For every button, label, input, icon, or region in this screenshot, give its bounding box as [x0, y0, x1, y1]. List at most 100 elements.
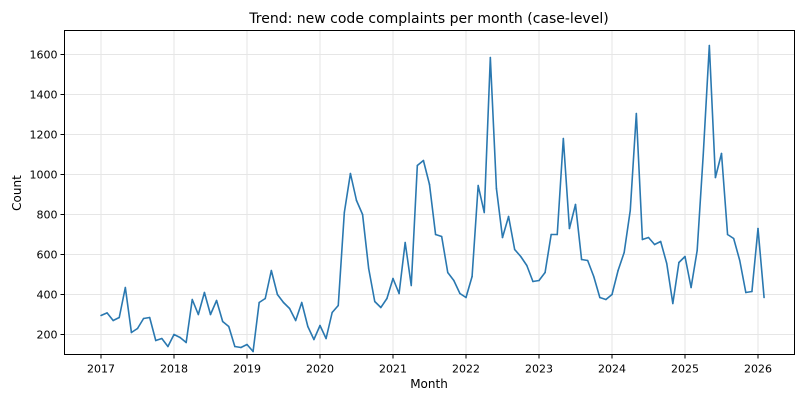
data-point — [373, 300, 376, 303]
data-point — [386, 297, 388, 300]
x-axis: 2017 2018 2019 2020 2021 2022 2023 2024 2025 2026 — [87, 354, 772, 376]
data-point — [209, 313, 212, 316]
data-point — [398, 292, 400, 295]
data-point — [647, 236, 650, 239]
data-point — [246, 343, 248, 346]
series-line — [100, 44, 765, 353]
data-point — [154, 339, 157, 342]
x-tick-label: 2026 — [744, 363, 772, 376]
data-point — [605, 298, 607, 301]
data-point — [471, 275, 473, 278]
data-point — [623, 251, 625, 254]
data-point — [307, 325, 309, 328]
x-tick-label: 2018 — [160, 363, 188, 376]
y-tick-label: 800 — [37, 209, 58, 222]
data-point — [422, 159, 425, 162]
data-point — [501, 236, 504, 239]
data-point — [197, 313, 200, 316]
data-point — [653, 243, 656, 246]
data-point — [392, 277, 394, 280]
data-point — [112, 319, 114, 322]
data-point — [465, 296, 467, 299]
data-point — [751, 290, 753, 293]
data-point — [252, 350, 254, 353]
data-point — [580, 258, 583, 261]
y-tick-label: 1400 — [30, 89, 58, 102]
data-point — [507, 215, 510, 218]
data-point — [483, 211, 486, 214]
x-tick-label: 2024 — [598, 363, 626, 376]
data-point — [696, 249, 698, 252]
data-point — [361, 213, 364, 216]
data-point — [702, 153, 705, 156]
data-point — [191, 298, 194, 301]
data-point — [757, 227, 759, 230]
data-point — [167, 345, 169, 348]
data-point — [574, 203, 577, 206]
data-point — [690, 286, 692, 289]
y-axis: 200 400 600 800 1000 1200 1400 1600 — [30, 49, 65, 342]
data-point — [221, 320, 224, 323]
data-point — [240, 346, 242, 349]
data-point — [678, 261, 680, 264]
data-point — [440, 235, 443, 238]
grid — [64, 30, 795, 355]
data-point — [532, 280, 534, 283]
data-point — [763, 296, 765, 299]
data-point — [738, 259, 741, 262]
y-tick-label: 600 — [37, 249, 58, 262]
y-tick-label: 200 — [37, 329, 58, 342]
data-point — [173, 333, 175, 336]
data-point — [410, 284, 413, 287]
data-point — [343, 211, 346, 214]
data-point — [355, 199, 358, 202]
x-tick-label: 2021 — [379, 363, 407, 376]
x-tick-label: 2020 — [306, 363, 334, 376]
data-point — [300, 301, 303, 304]
data-point — [489, 56, 492, 59]
data-point — [136, 327, 139, 330]
data-point — [635, 112, 638, 115]
data-point — [538, 279, 540, 282]
data-point — [404, 241, 406, 244]
data-point — [726, 233, 729, 236]
data-point — [526, 264, 528, 267]
data-point — [684, 255, 686, 258]
x-tick-label: 2025 — [671, 363, 699, 376]
data-point — [592, 275, 595, 278]
data-point — [434, 233, 437, 236]
data-point — [562, 137, 565, 140]
data-point — [611, 293, 613, 296]
y-tick-label: 400 — [37, 289, 58, 302]
y-tick-label: 1000 — [30, 169, 58, 182]
plot-frame — [64, 30, 795, 355]
data-point — [720, 152, 723, 155]
x-tick-label: 2023 — [525, 363, 553, 376]
data-point — [282, 301, 285, 304]
x-axis-label: Month — [410, 377, 448, 391]
data-point — [203, 291, 206, 294]
data-point — [519, 255, 522, 258]
data-point — [672, 302, 674, 305]
data-point — [495, 187, 498, 190]
data-point — [641, 238, 644, 241]
data-point — [313, 338, 315, 341]
data-point — [130, 331, 133, 334]
data-point — [586, 259, 589, 262]
data-point — [319, 324, 321, 327]
data-point — [617, 269, 619, 272]
data-point — [714, 176, 717, 179]
data-point — [556, 233, 559, 236]
data-point — [148, 316, 151, 319]
x-tick-label: 2019 — [233, 363, 261, 376]
data-point — [446, 271, 449, 274]
data-point — [477, 184, 479, 187]
data-point — [215, 299, 218, 302]
data-point — [100, 314, 102, 317]
data-point — [453, 279, 455, 282]
data-point — [544, 271, 546, 274]
data-point — [708, 44, 711, 47]
data-point — [428, 183, 431, 186]
data-point — [659, 240, 662, 243]
